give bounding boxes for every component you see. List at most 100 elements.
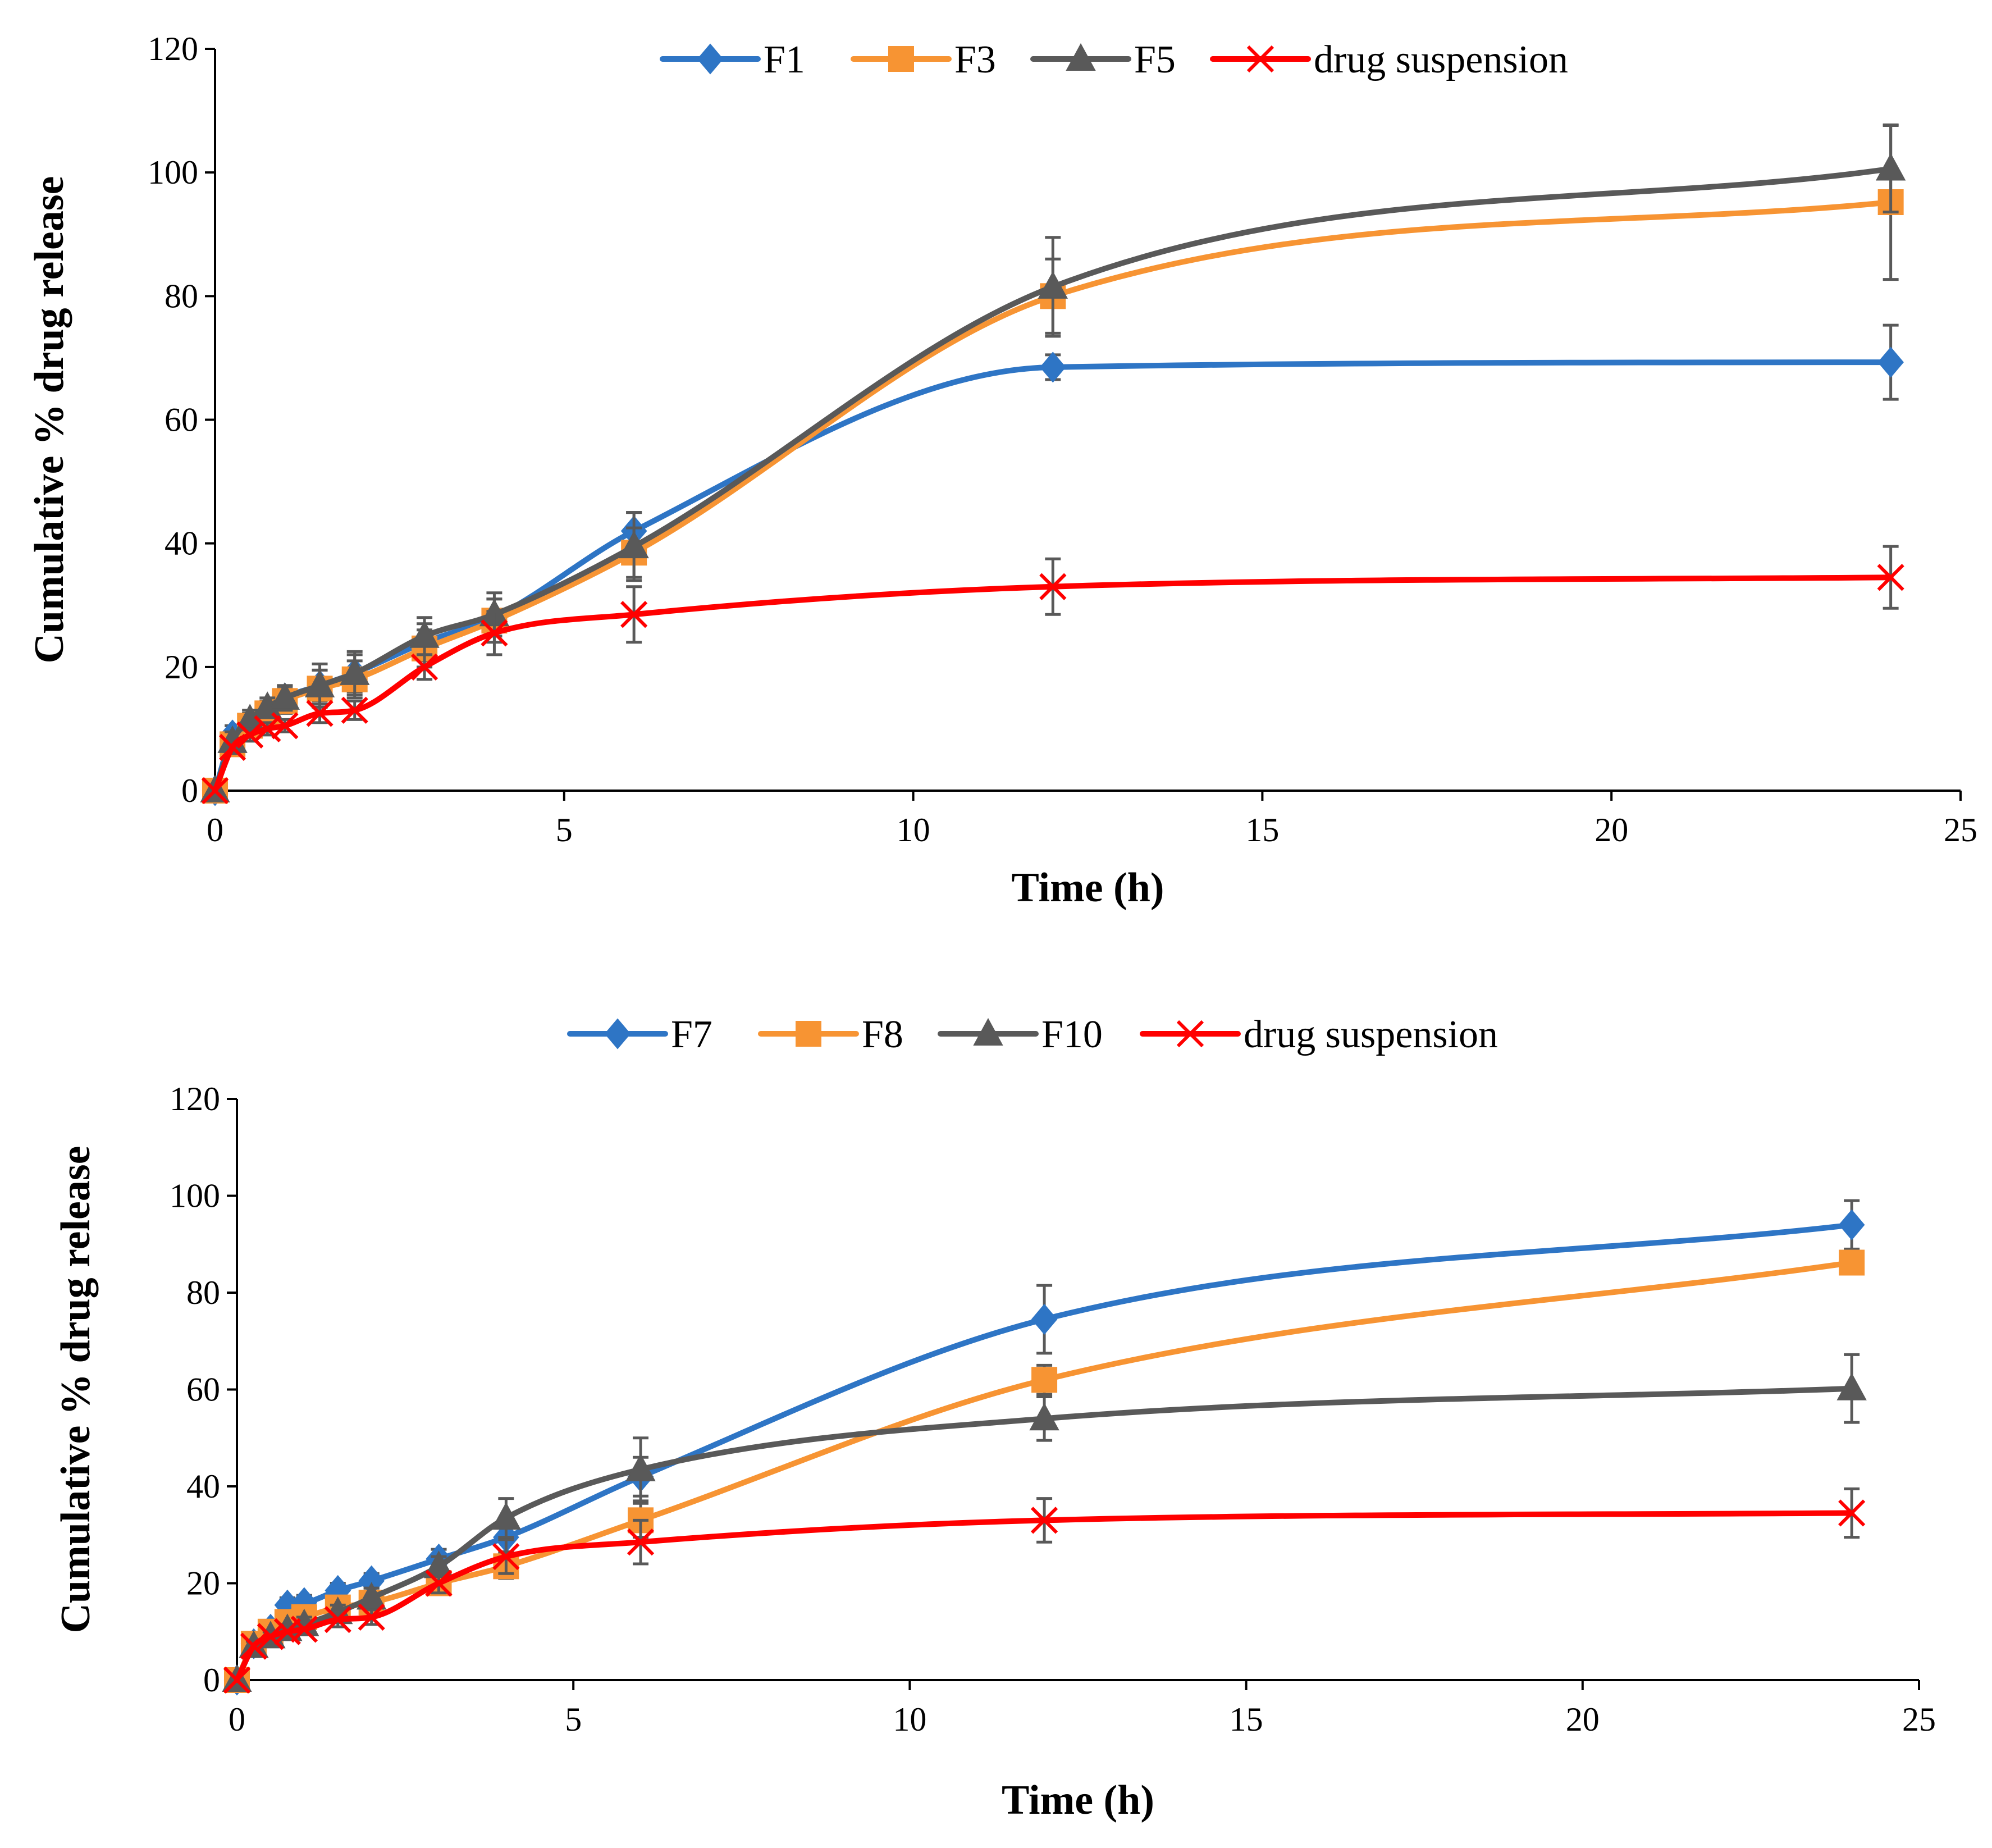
data-point-drug-suspension <box>218 733 246 761</box>
x-tick-label: 15 <box>1245 811 1279 848</box>
legend-item-drug-suspension: drug suspension <box>1210 38 1568 81</box>
y-tick-label: 40 <box>165 525 198 562</box>
data-point-drug-suspension <box>201 777 229 805</box>
data-point-drug-suspension <box>1039 573 1067 600</box>
data-point-drug-suspension <box>324 1606 351 1633</box>
data-point-f10 <box>491 1502 522 1530</box>
axes: 0 20 40 60 80 100 120 0 5 10 15 20 25 <box>148 30 1977 848</box>
data-point-f10 <box>625 1453 656 1481</box>
data-point-drug-suspension <box>341 696 368 724</box>
data-point-f5 <box>619 531 649 559</box>
data-point-drug-suspension <box>257 1623 285 1650</box>
data-point-drug-suspension <box>1877 564 1904 591</box>
y-tick-label: 80 <box>186 1274 220 1311</box>
series-f3 <box>202 123 1904 804</box>
y-tick-label: 100 <box>148 154 198 191</box>
legend-item-f5: F5 <box>1030 38 1176 81</box>
legend-label: drug suspension <box>1244 1013 1498 1056</box>
legend-marker-f10 <box>973 1017 1003 1046</box>
data-point-f5 <box>1038 271 1068 299</box>
x-tick-label: 25 <box>1944 811 1977 848</box>
x-tick-label: 0 <box>207 811 223 848</box>
series-drug-suspension <box>223 1487 1866 1694</box>
x-tick-label: 10 <box>897 811 930 848</box>
legend-marker-f7 <box>604 1018 631 1050</box>
data-point-drug-suspension <box>492 1543 520 1571</box>
legend-item-f10: F10 <box>938 1013 1103 1056</box>
data-point-drug-suspension <box>425 1569 453 1597</box>
data-point-f8 <box>1031 1367 1058 1393</box>
x-tick-label: 20 <box>1594 811 1628 848</box>
legend-marker-f1 <box>697 43 724 75</box>
legend-label: F3 <box>954 38 996 81</box>
legend-item-f3: F3 <box>851 38 996 81</box>
x-tick-label: 10 <box>893 1701 926 1738</box>
legend-label: F8 <box>862 1013 903 1056</box>
y-tick-label: 20 <box>186 1565 220 1602</box>
data-point-drug-suspension <box>1838 1499 1866 1527</box>
data-point-f7 <box>1031 1303 1058 1335</box>
y-tick-label: 0 <box>203 1662 220 1699</box>
legend-marker-drug-suspension <box>1246 45 1274 73</box>
y-tick-label: 40 <box>186 1468 220 1505</box>
data-point-f1 <box>1877 346 1904 378</box>
legend-marker-f8 <box>796 1021 821 1047</box>
y-axis-title: Cumulative % drug release <box>26 176 72 663</box>
data-point-f5 <box>409 620 440 648</box>
y-tick-label: 80 <box>165 277 198 314</box>
data-point-f5 <box>340 657 370 685</box>
legend-label: F1 <box>764 38 805 81</box>
x-axis-title: Time (h) <box>1002 1777 1154 1823</box>
legend-item-f7: F7 <box>567 1013 712 1056</box>
legend-item-f8: F8 <box>758 1013 903 1056</box>
data-point-f10 <box>1836 1372 1867 1400</box>
legend-marker-f3 <box>888 46 914 72</box>
y-tick-label: 20 <box>165 649 198 686</box>
data-point-f5 <box>1875 153 1906 181</box>
axes: 0 20 40 60 80 100 120 0 5 10 15 20 25 <box>170 1080 1936 1738</box>
x-tick-label: 5 <box>565 1701 582 1738</box>
x-tick-label: 25 <box>1902 1701 1936 1738</box>
legend-item-f1: F1 <box>660 38 805 81</box>
x-tick-label: 20 <box>1566 1701 1600 1738</box>
series-drug-suspension <box>201 545 1904 805</box>
y-axis-title: Cumulative % drug release <box>53 1146 99 1633</box>
y-tick-label: 100 <box>170 1178 220 1215</box>
x-axis-title: Time (h) <box>1011 865 1164 911</box>
y-tick-label: 0 <box>181 772 198 809</box>
data-point-drug-suspension <box>410 653 438 681</box>
data-point-drug-suspension <box>620 601 648 628</box>
data-point-f7 <box>1838 1209 1865 1240</box>
data-point-drug-suspension <box>290 1616 318 1643</box>
legend-item-drug-suspension: drug suspension <box>1140 1013 1498 1056</box>
data-point-f1 <box>1040 352 1066 383</box>
legend-marker-f5 <box>1066 43 1096 71</box>
x-tick-label: 0 <box>229 1701 245 1738</box>
chart-top: 0 20 40 60 80 100 120 0 5 10 15 20 25 Time (h) Cumulat… <box>26 30 1977 911</box>
x-tick-label: 15 <box>1230 1701 1263 1738</box>
data-point-drug-suspension <box>271 712 299 740</box>
data-point-drug-suspension <box>358 1603 385 1631</box>
data-point-drug-suspension <box>223 1666 251 1694</box>
data-point-f5 <box>304 669 335 697</box>
y-tick-label: 120 <box>148 30 198 67</box>
data-point-drug-suspension <box>481 619 508 647</box>
data-point-f10 <box>1029 1403 1059 1431</box>
data-point-f5 <box>269 682 300 710</box>
legend-marker-drug-suspension <box>1176 1020 1204 1048</box>
series-f5 <box>200 124 1906 802</box>
x-tick-label: 5 <box>556 811 573 848</box>
legend: F1 F3 F5 drug suspension <box>660 38 1568 81</box>
y-tick-label: 60 <box>165 401 198 439</box>
data-point-f8 <box>1839 1249 1865 1276</box>
data-point-drug-suspension <box>1030 1507 1058 1534</box>
series-f7 <box>223 1199 1865 1696</box>
legend-label: drug suspension <box>1314 38 1568 81</box>
data-point-drug-suspension <box>236 721 264 749</box>
y-tick-label: 120 <box>170 1080 220 1117</box>
data-point-drug-suspension <box>240 1632 268 1660</box>
legend-label: F5 <box>1134 38 1176 81</box>
data-point-drug-suspension <box>306 700 333 727</box>
